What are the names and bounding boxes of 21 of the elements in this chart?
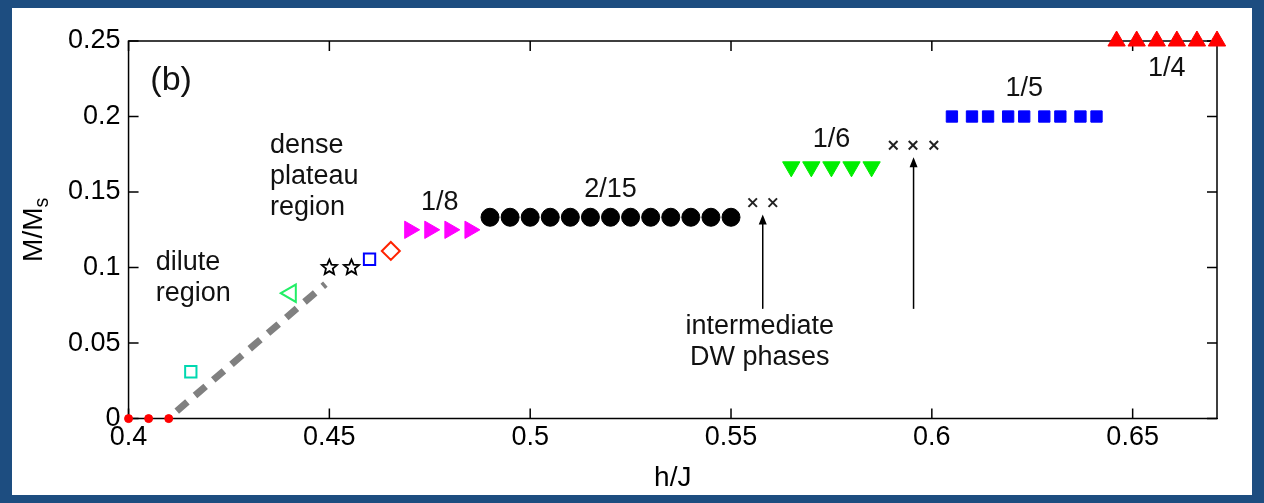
- y-tick-label: 0.25: [67, 24, 121, 55]
- annotation: (b): [150, 59, 192, 98]
- x-tick-label: 0.65: [1106, 421, 1159, 452]
- annotation: 1/6: [812, 122, 851, 153]
- x-tick-label: 0.45: [303, 421, 356, 452]
- x-tick-label: 0.55: [704, 421, 758, 452]
- annotation: 2/15: [584, 173, 637, 204]
- x-tick-label: 0.6: [913, 421, 951, 452]
- annotation: dilute region: [155, 245, 231, 307]
- y-tick-label: 0.15: [67, 175, 121, 206]
- y-tick-label: 0.1: [83, 251, 121, 282]
- y-axis-title: M/Ms: [16, 197, 52, 262]
- annotation: dense plateau region: [270, 128, 359, 221]
- x-axis-title: h/J: [654, 460, 692, 492]
- annotation: 1/5: [1005, 72, 1043, 103]
- x-tick-label: 0.5: [511, 421, 549, 452]
- annotation: intermediate DW phases: [685, 309, 835, 371]
- annotation: 1/4: [1148, 51, 1186, 82]
- annotation: 1/8: [421, 185, 459, 216]
- y-tick-label: 0.05: [67, 326, 121, 357]
- y-tick-label: 0.2: [83, 99, 121, 130]
